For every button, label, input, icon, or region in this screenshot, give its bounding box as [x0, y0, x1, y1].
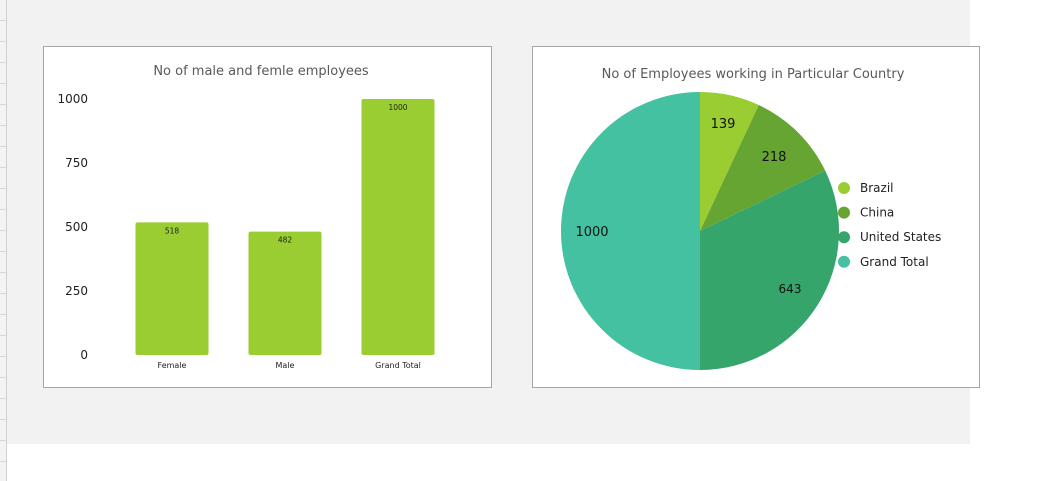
- legend-marker: [838, 182, 850, 194]
- legend-entry: United States: [860, 230, 941, 244]
- pie-slice[interactable]: [700, 92, 759, 231]
- pie-slices: [561, 92, 839, 370]
- slice-data-label: 139: [711, 117, 736, 132]
- bar-chart-title: No of male and femle employees: [153, 64, 369, 79]
- category-label: Grand Total: [375, 361, 421, 370]
- y-tick-label: 0: [80, 348, 88, 362]
- slice-data-label: 643: [779, 282, 802, 296]
- bar-data-label: 518: [165, 226, 180, 235]
- slice-data-label: 218: [762, 150, 787, 165]
- category-label: Male: [276, 361, 295, 370]
- bar[interactable]: [135, 222, 209, 355]
- pie-chart-svg: No of Employees working in Particular Co…: [561, 67, 941, 370]
- legend-marker: [838, 231, 850, 244]
- legend-marker: [838, 255, 850, 268]
- y-axis-ticks: 0 250 500 750 1000: [57, 92, 88, 362]
- spreadsheet-row-gutter: [0, 0, 7, 481]
- legend-entry: Grand Total: [860, 255, 929, 269]
- y-tick-label: 750: [65, 156, 88, 170]
- bar[interactable]: [361, 99, 435, 355]
- pie-slice[interactable]: [561, 92, 700, 370]
- legend-entry: China: [860, 206, 894, 220]
- legend-entry: Brazil: [860, 181, 894, 195]
- y-tick-label: 1000: [57, 92, 88, 106]
- pie-chart-title: No of Employees working in Particular Co…: [602, 67, 905, 82]
- pie-chart-panel[interactable]: No of Employees working in Particular Co…: [532, 46, 980, 388]
- pie-data-labels: 139 218 643 1000: [575, 117, 801, 296]
- slice-data-label: 1000: [575, 225, 608, 240]
- bar-data-label: 1000: [388, 103, 407, 112]
- bar-data-label: 482: [278, 236, 293, 245]
- bar-series: 518 Female 482 Male 1000 Grand Total: [135, 99, 435, 370]
- y-tick-label: 500: [65, 220, 88, 234]
- bar-chart-svg: No of male and femle employees 0 250 500 75…: [57, 64, 435, 370]
- pie-slice[interactable]: [700, 170, 839, 370]
- pie-slice[interactable]: [700, 105, 826, 231]
- category-label: Female: [158, 361, 187, 370]
- bar-chart-panel[interactable]: No of male and femle employees 0 250 500 75…: [43, 46, 492, 388]
- bar[interactable]: [248, 231, 322, 355]
- pie-legend: Brazil China United States Grand Total: [838, 181, 941, 269]
- y-tick-label: 250: [65, 284, 88, 298]
- legend-marker: [838, 206, 850, 219]
